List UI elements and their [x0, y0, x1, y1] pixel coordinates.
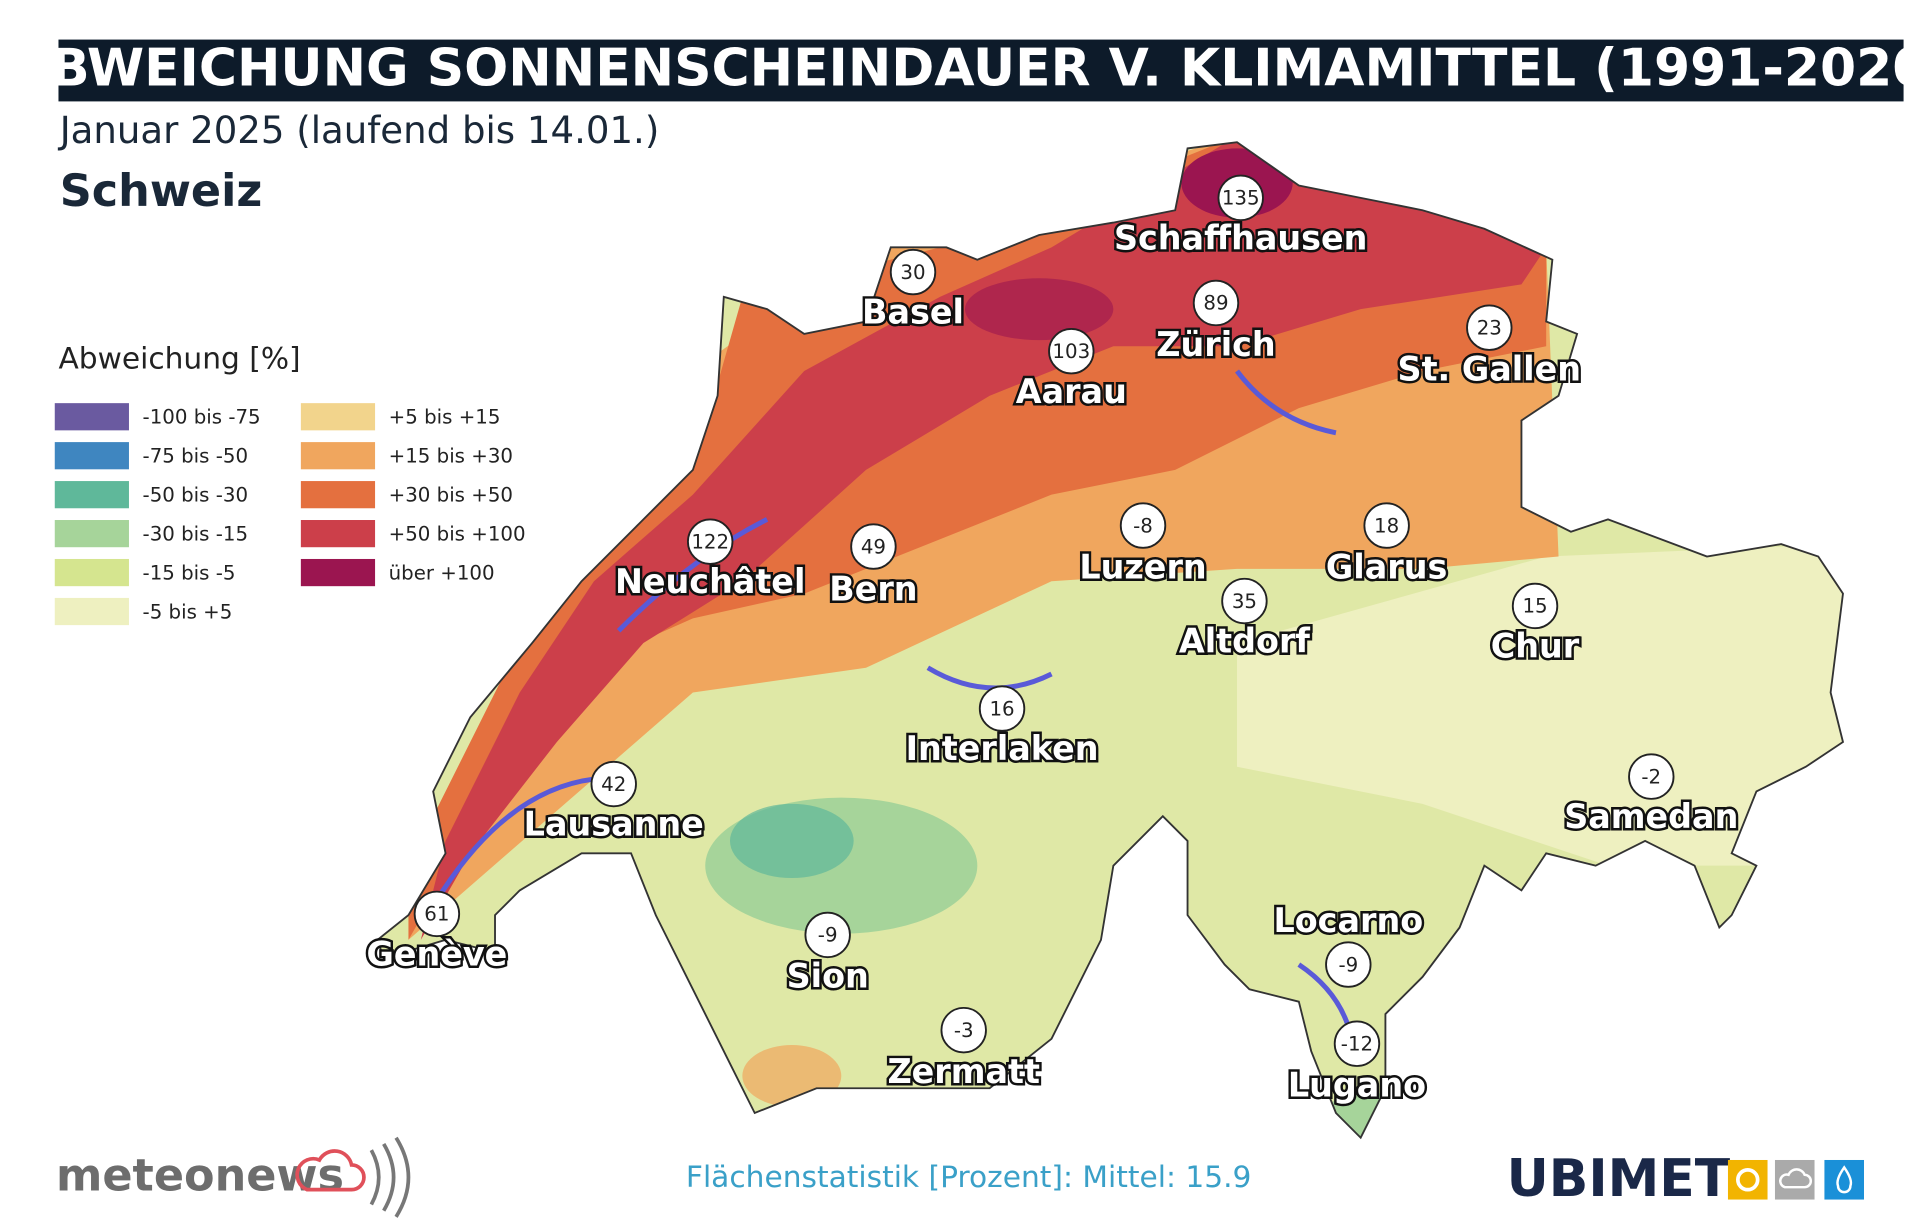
city-marker	[1628, 753, 1675, 800]
city-name: Glarus	[1326, 547, 1447, 586]
city-value: -9	[1338, 953, 1358, 976]
city-marker	[687, 518, 734, 565]
city-name: Locarno	[1273, 901, 1423, 940]
legend-label: +50 bis +100	[389, 522, 526, 545]
city-marker	[940, 1006, 987, 1054]
legend-label: +15 bis +30	[389, 444, 513, 467]
city-marker	[1217, 174, 1264, 222]
city-value: 89	[1203, 292, 1228, 315]
city-value: 30	[900, 261, 925, 284]
map	[377, 142, 1843, 1138]
city-name: Basel	[862, 293, 964, 332]
city-marker	[804, 911, 851, 959]
city-value: 16	[989, 697, 1014, 720]
city-marker	[889, 248, 937, 296]
city-value: -9	[818, 924, 838, 947]
city-value: 49	[861, 535, 886, 558]
city-value: 18	[1374, 514, 1399, 537]
legend-swatch	[300, 403, 376, 431]
city-name: Chur	[1491, 627, 1580, 666]
legend-label: +30 bis +50	[389, 483, 513, 506]
city-value: 15	[1522, 595, 1547, 618]
city-value: -2	[1641, 765, 1661, 788]
legend-label: -100 bis -75	[143, 405, 261, 428]
city-name: Luzern	[1079, 547, 1206, 586]
city-value: -12	[1341, 1032, 1373, 1055]
city-name: St. Gallen	[1398, 349, 1581, 388]
region: Schweiz	[60, 166, 263, 217]
legend-swatch	[54, 520, 129, 548]
legend: -100 bis -75 -75 bis -50 -50 bis -30 -30 bi…	[54, 403, 526, 626]
city-name: Lausanne	[524, 805, 704, 844]
brand-right: UBIMET	[1507, 1149, 1731, 1209]
legend-title: Abweichung [%]	[58, 340, 300, 375]
city-name: Zermatt	[887, 1052, 1040, 1091]
cities: 135 Schaffhausen 30 Basel 89 Zürich 23 St. Gall…	[364, 174, 1741, 1107]
brand-right-icons	[1727, 1159, 1864, 1200]
city-name: Zürich	[1156, 325, 1275, 364]
city-name: Neuchâtel	[615, 562, 805, 601]
legend-label: -5 bis +5	[143, 600, 233, 623]
legend-label: +5 bis +15	[389, 405, 501, 428]
city-marker	[1192, 279, 1240, 327]
city-name: Bern	[829, 570, 917, 609]
city-name: Genève	[366, 934, 507, 973]
city-name: Schaffhausen	[1114, 218, 1367, 257]
city-marker	[978, 685, 1026, 732]
legend-label: -15 bis -5	[143, 561, 236, 584]
city-marker	[590, 760, 637, 808]
legend-label: -50 bis -30	[143, 483, 248, 506]
city-value: -3	[954, 1019, 974, 1042]
city-value: 35	[1232, 590, 1257, 613]
city-value: 61	[424, 903, 449, 926]
city-name: Aarau	[1016, 372, 1127, 411]
city-name: Lugano	[1288, 1066, 1426, 1105]
city-value: 42	[601, 773, 626, 796]
city-value: 135	[1222, 187, 1260, 210]
city-name: Sion	[787, 957, 869, 996]
city-marker	[1119, 502, 1167, 549]
title-bar	[58, 39, 1904, 102]
brand-left: meteonews	[56, 1151, 344, 1202]
legend-label: -75 bis -50	[143, 444, 248, 467]
legend-swatch	[300, 558, 376, 587]
legend-swatch	[54, 597, 129, 626]
city-marker	[1466, 304, 1513, 351]
city-name: Interlaken	[906, 729, 1099, 768]
title: ABWEICHUNG SONNENSCHEINDAUER V. KLIMAMIT…	[10, 39, 1920, 99]
city-marker	[413, 890, 461, 938]
city-value: 122	[691, 530, 729, 553]
city-marker	[1511, 582, 1559, 630]
legend-swatch	[54, 558, 129, 587]
legend-swatch	[300, 481, 376, 509]
legend-swatch	[300, 520, 376, 548]
city-marker	[1221, 577, 1268, 625]
city-marker	[1325, 941, 1372, 988]
city-marker	[1048, 328, 1095, 375]
city-marker	[850, 523, 897, 570]
subtitle: Januar 2025 (laufend bis 14.01.)	[58, 109, 660, 152]
city-value: 103	[1052, 340, 1090, 363]
legend-swatch	[54, 442, 129, 470]
city-value: -8	[1133, 514, 1153, 537]
legend-label: -30 bis -15	[143, 522, 248, 545]
city-name: Altdorf	[1179, 622, 1311, 661]
legend-label: über +100	[389, 561, 495, 584]
area-statistic: Flächenstatistik [Prozent]: Mittel: 15.9	[686, 1159, 1252, 1194]
city-value: 23	[1477, 316, 1502, 339]
city-marker	[1363, 502, 1410, 549]
legend-swatch	[300, 442, 376, 470]
brand-left-icon	[295, 1136, 411, 1218]
legend-swatch	[54, 403, 129, 431]
city-marker	[1333, 1020, 1381, 1067]
legend-swatch	[54, 481, 129, 509]
city-name: Samedan	[1564, 797, 1738, 836]
